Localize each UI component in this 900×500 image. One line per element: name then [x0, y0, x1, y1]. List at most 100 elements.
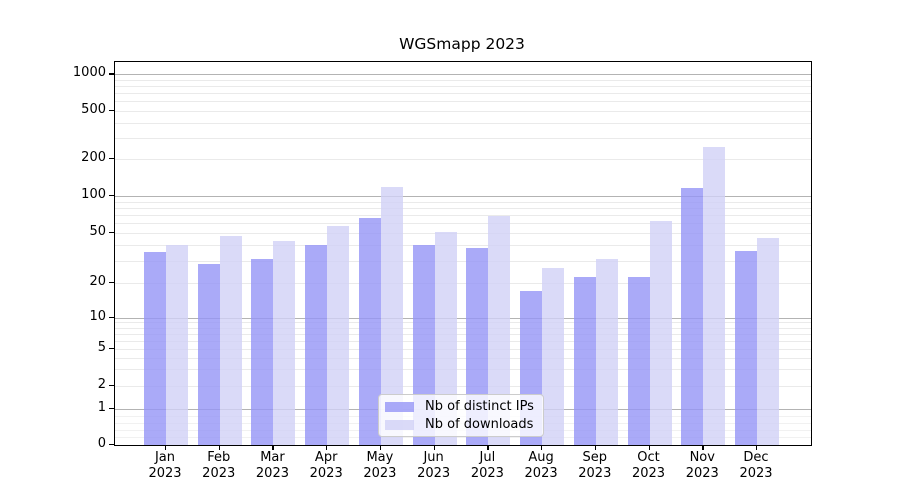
- x-label-month: Sep: [582, 450, 608, 465]
- x-label-year: 2023: [417, 465, 451, 481]
- x-label-year: 2023: [309, 465, 343, 481]
- y-tick-20: [109, 281, 114, 283]
- gridline-y-3: [115, 369, 811, 371]
- x-label-year: 2023: [363, 465, 397, 481]
- y-tick-0: [109, 443, 114, 445]
- gridline-y-6: [115, 340, 811, 342]
- y-tick-label-200: 200: [81, 150, 106, 165]
- x-label-month: Apr: [314, 450, 338, 465]
- bar-distinct-ips-nov: [681, 187, 704, 445]
- x-label-month: Dec: [743, 450, 769, 465]
- legend-label-distinct-ips: Nb of distinct IPs: [425, 399, 534, 414]
- x-tick-label-sep: Sep 2023: [563, 450, 627, 481]
- legend-item-distinct-ips: Nb of distinct IPs: [385, 399, 543, 414]
- x-tick-label-nov: Nov 2023: [670, 450, 734, 481]
- x-tick-nov: [702, 445, 704, 451]
- bar-downloads-mar: [273, 240, 296, 445]
- gridline-y-400: [115, 122, 811, 124]
- gridline-y-8: [115, 327, 811, 329]
- x-label-year: 2023: [148, 465, 182, 481]
- bar-downloads-nov: [703, 146, 726, 445]
- x-label-month: Jan: [154, 450, 176, 465]
- legend-label-downloads: Nb of downloads: [425, 417, 534, 432]
- x-tick-label-jan: Jan 2023: [133, 450, 197, 481]
- y-tick-10: [109, 316, 114, 318]
- x-tick-apr: [326, 445, 328, 451]
- bar-distinct-ips-may: [358, 218, 381, 445]
- gridline-y-40: [115, 244, 811, 246]
- x-tick-dec: [755, 445, 758, 451]
- x-label-year: 2023: [578, 465, 612, 481]
- bar-distinct-ips-dec: [734, 250, 757, 445]
- legend: Nb of distinct IPs Nb of downloads: [378, 394, 544, 437]
- x-tick-feb: [218, 445, 221, 451]
- gridline-y-300: [115, 137, 811, 139]
- gridline-y-100: [115, 196, 811, 197]
- gridline-y-0.2: [115, 437, 811, 439]
- x-label-month: Jul: [479, 450, 496, 465]
- y-tick-label-1000: 1000: [72, 65, 106, 81]
- x-label-year: 2023: [739, 465, 773, 481]
- bar-downloads-aug: [542, 268, 565, 445]
- x-label-month: Jun: [423, 450, 444, 465]
- gridline-y-4: [115, 357, 811, 359]
- gridline-y-9: [115, 322, 811, 324]
- x-tick-sep: [594, 445, 597, 451]
- y-tick-label-2: 2: [97, 377, 106, 392]
- gridline-y-900: [115, 79, 811, 81]
- x-label-year: 2023: [685, 465, 719, 481]
- x-tick-label-jul: Jul 2023: [455, 450, 519, 481]
- gridline-y-700: [115, 93, 811, 95]
- x-tick-mar: [272, 445, 274, 451]
- x-tick-label-jun: Jun 2023: [402, 450, 466, 481]
- y-tick-50: [109, 231, 114, 233]
- bar-distinct-ips-mar: [251, 258, 274, 445]
- x-label-year: 2023: [524, 465, 558, 481]
- x-tick-label-dec: Dec 2023: [724, 450, 788, 481]
- x-label-year: 2023: [470, 465, 504, 481]
- x-label-month: May: [366, 450, 394, 465]
- bar-distinct-ips-feb: [197, 264, 220, 445]
- x-tick-may: [379, 445, 382, 451]
- gridline-y-500: [115, 111, 811, 112]
- x-label-month: Nov: [689, 450, 715, 465]
- x-tick-label-aug: Aug 2023: [509, 450, 573, 481]
- bar-distinct-ips-apr: [305, 244, 328, 445]
- x-tick-oct: [648, 445, 650, 451]
- y-tick-100: [109, 195, 114, 197]
- x-tick-jan: [165, 445, 167, 451]
- gridline-y-50: [115, 232, 811, 234]
- y-tick-2: [109, 385, 114, 387]
- gridline-y-2: [115, 386, 811, 387]
- gridline-y-20: [115, 282, 811, 284]
- gridline-y-1000: [115, 74, 811, 76]
- x-tick-label-mar: Mar 2023: [240, 450, 304, 481]
- y-tick-label-1: 1: [97, 399, 106, 415]
- bar-downloads-apr: [327, 225, 350, 445]
- bar-downloads-jun: [434, 231, 457, 445]
- legend-swatch-distinct-ips: [385, 401, 414, 412]
- x-label-month: Feb: [207, 450, 231, 465]
- y-tick-label-10: 10: [89, 308, 106, 324]
- y-tick-label-5: 5: [97, 339, 106, 355]
- x-tick-jun: [433, 445, 435, 451]
- bar-downloads-sep: [595, 258, 618, 445]
- bar-downloads-dec: [756, 238, 779, 445]
- x-label-year: 2023: [202, 465, 236, 481]
- x-label-month: Mar: [260, 450, 285, 465]
- legend-item-downloads: Nb of downloads: [385, 417, 543, 432]
- gridline-y-5: [115, 348, 811, 350]
- bar-distinct-ips-jan: [144, 252, 166, 445]
- gridline-y-600: [115, 101, 811, 103]
- y-tick-label-100: 100: [81, 187, 106, 202]
- y-tick-label-20: 20: [89, 273, 106, 289]
- chart-title: WGSmapp 2023: [399, 35, 525, 53]
- x-tick-aug: [541, 445, 543, 451]
- legend-swatch-downloads: [385, 419, 414, 430]
- x-tick-label-feb: Feb 2023: [187, 450, 251, 481]
- x-tick-label-may: May 2023: [348, 450, 412, 481]
- y-tick-label-50: 50: [89, 223, 106, 239]
- y-tick-200: [109, 158, 114, 160]
- y-tick-label-0: 0: [97, 435, 106, 451]
